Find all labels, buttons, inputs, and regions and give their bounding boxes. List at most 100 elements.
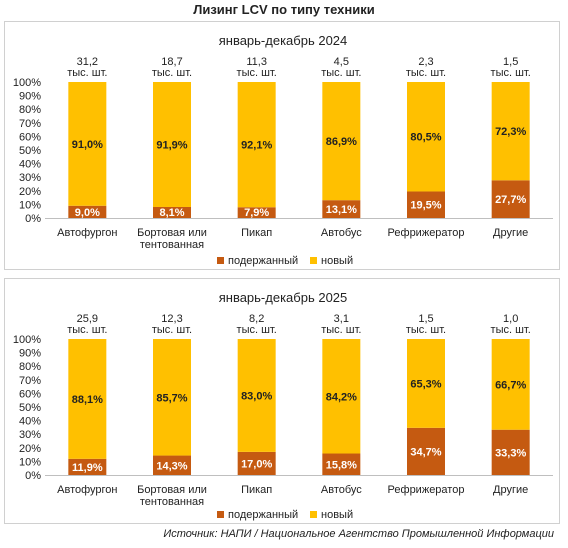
- category-label: Рефрижератор: [388, 227, 465, 239]
- total-unit: тыс. шт.: [152, 324, 192, 336]
- data-label-used: 14,3%: [156, 460, 187, 472]
- bar-used: [153, 206, 191, 218]
- legend-swatch-used: [217, 257, 224, 264]
- main-title: Лизинг LCV по типу техники: [193, 2, 375, 17]
- bar-used: [322, 453, 361, 475]
- total-value: 18,7: [161, 56, 182, 68]
- category-label: Автобус: [321, 484, 362, 496]
- category-label: Рефрижератор: [388, 484, 465, 496]
- legend-swatch-used: [217, 511, 224, 518]
- y-tick-label: 30%: [19, 429, 41, 441]
- chart-2025-svg: январь-декабрь 2025 0% 10%20% 30%40% 50% 60%7…: [13, 290, 553, 521]
- legend-label-new: новый: [321, 255, 353, 267]
- y-tick-label: 60%: [19, 131, 41, 143]
- data-label-new: 72,3%: [495, 126, 526, 138]
- bar-new: [237, 339, 276, 452]
- bar-used: [407, 427, 445, 475]
- total-unit: тыс. шт.: [67, 67, 107, 79]
- category-label: тентованная: [140, 496, 204, 508]
- bar-new: [322, 339, 361, 454]
- data-label-new: 83,0%: [241, 390, 272, 402]
- y-tick-label: 0%: [25, 470, 41, 482]
- y-tick-label: 40%: [19, 416, 41, 428]
- total-value: 1,5: [503, 56, 518, 68]
- data-label-new: 91,9%: [156, 139, 187, 151]
- bar-new: [491, 82, 530, 181]
- bar-new: [68, 339, 107, 459]
- bar-used: [491, 429, 530, 475]
- data-label-new: 92,1%: [241, 140, 272, 152]
- total-value: 12,3: [161, 313, 182, 325]
- category-label: Бортовая или: [137, 484, 207, 496]
- category-label: Пикап: [241, 227, 272, 239]
- data-label-used: 8,1%: [159, 207, 184, 219]
- bar-new: [407, 339, 445, 428]
- bar-used: [407, 191, 445, 218]
- total-value: 2,3: [418, 56, 433, 68]
- total-value: 31,2: [77, 56, 98, 68]
- bar-new: [153, 339, 191, 456]
- total-value: 4,5: [334, 56, 349, 68]
- chart-panel-2024: январь-декабрь 2024 0% 10% 20% 30% 40% 50% 60% 7…: [4, 21, 560, 270]
- data-label-new: 66,7%: [495, 379, 526, 391]
- source-note: Источник: НАПИ / Национальное Агентство …: [163, 528, 554, 540]
- total-unit: тыс. шт.: [491, 324, 531, 336]
- data-label-new: 91,0%: [72, 139, 103, 151]
- bar-new: [153, 82, 191, 207]
- y-tick-label: 40%: [19, 159, 41, 171]
- y-tick-label: 30%: [19, 172, 41, 184]
- data-label-used: 27,7%: [495, 194, 526, 206]
- bar-used: [237, 451, 276, 475]
- total-value: 8,2: [249, 313, 264, 325]
- y-tick-label: 100%: [13, 334, 41, 346]
- legend-label-new: новый: [321, 509, 353, 521]
- y-tick-label: 10%: [19, 456, 41, 468]
- total-value: 25,9: [77, 313, 98, 325]
- data-label-used: 7,9%: [244, 207, 269, 219]
- data-label-used: 15,8%: [326, 459, 357, 471]
- total-unit: тыс. шт.: [152, 67, 192, 79]
- y-tick-label: 90%: [19, 348, 41, 360]
- data-label-used: 33,3%: [495, 447, 526, 459]
- bar-used: [322, 200, 361, 218]
- data-label-new: 86,9%: [326, 136, 357, 148]
- category-label: Пикап: [241, 484, 272, 496]
- total-value: 11,3: [246, 56, 267, 68]
- bar-new: [491, 339, 530, 430]
- total-unit: тыс. шт.: [406, 67, 446, 79]
- category-label: Автобус: [321, 227, 362, 239]
- y-tick-label: 90%: [19, 91, 41, 103]
- y-tick-label: 50%: [19, 402, 41, 414]
- y-tick-label: 70%: [19, 118, 41, 130]
- bar-new: [68, 82, 107, 206]
- category-label: Другие: [493, 484, 528, 496]
- bar-new: [322, 82, 361, 201]
- y-tick-label: 80%: [19, 104, 41, 116]
- category-label: Бортовая или: [137, 227, 207, 239]
- chart-2024-svg: январь-декабрь 20240%10%20%30%40%50%60%7…: [13, 33, 553, 267]
- data-label-used: 13,1%: [326, 204, 357, 216]
- total-unit: тыс. шт.: [237, 67, 277, 79]
- y-tick-label: 70%: [19, 375, 41, 387]
- legend-swatch-new: [310, 257, 317, 264]
- bar-used: [153, 455, 191, 475]
- total-unit: тыс. шт.: [321, 67, 361, 79]
- category-label: Автофургон: [57, 484, 117, 496]
- bar-new: [237, 82, 276, 208]
- category-label: тентованная: [140, 239, 204, 251]
- data-label-used: 11,9%: [72, 462, 103, 474]
- y-tick-label: 50%: [19, 145, 41, 157]
- data-label-new: 80,5%: [410, 132, 441, 144]
- category-label: Автофургон: [57, 227, 117, 239]
- data-label-new: 65,3%: [410, 378, 441, 390]
- legend-label-used: подержанный: [228, 509, 298, 521]
- total-unit: тыс. шт.: [67, 324, 107, 336]
- chart-title: январь-декабрь 2024: [219, 33, 348, 48]
- data-label-new: 88,1%: [72, 394, 103, 406]
- bar-used: [68, 205, 107, 218]
- data-label-used: 19,5%: [410, 200, 441, 212]
- y-tick-label: 10%: [19, 199, 41, 211]
- total-unit: тыс. шт.: [321, 324, 361, 336]
- bar-used: [237, 207, 276, 218]
- chart-panel-2025: январь-декабрь 2025 0% 10% 20% 30% 40% 50% 60% 7…: [4, 278, 560, 524]
